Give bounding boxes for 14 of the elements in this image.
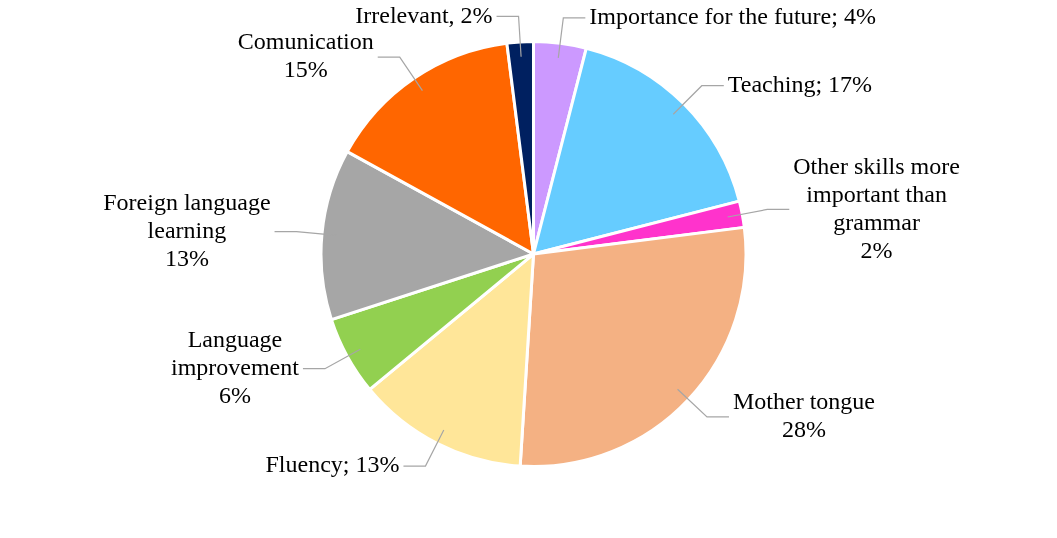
slice-label: Mother tongue [732, 388, 875, 415]
data-label: 13% [164, 244, 209, 271]
slice-label: Foreign language learning [103, 188, 271, 243]
slice-label: Language improvement [170, 325, 300, 380]
slice-label: Comunication [237, 28, 374, 55]
data-label: 28% [781, 416, 826, 443]
slice-label: Fluency; 13% [265, 451, 400, 478]
slice-label: Irrelevant, 2% [355, 1, 493, 28]
slice-label: Importance for the future; 4% [589, 3, 876, 30]
data-label: 6% [218, 381, 251, 408]
slice-label: Other skills more important than grammar [793, 152, 960, 235]
data-label: 2% [860, 236, 893, 263]
data-label: 15% [283, 56, 328, 83]
slice-label: Teaching; 17% [727, 71, 873, 98]
